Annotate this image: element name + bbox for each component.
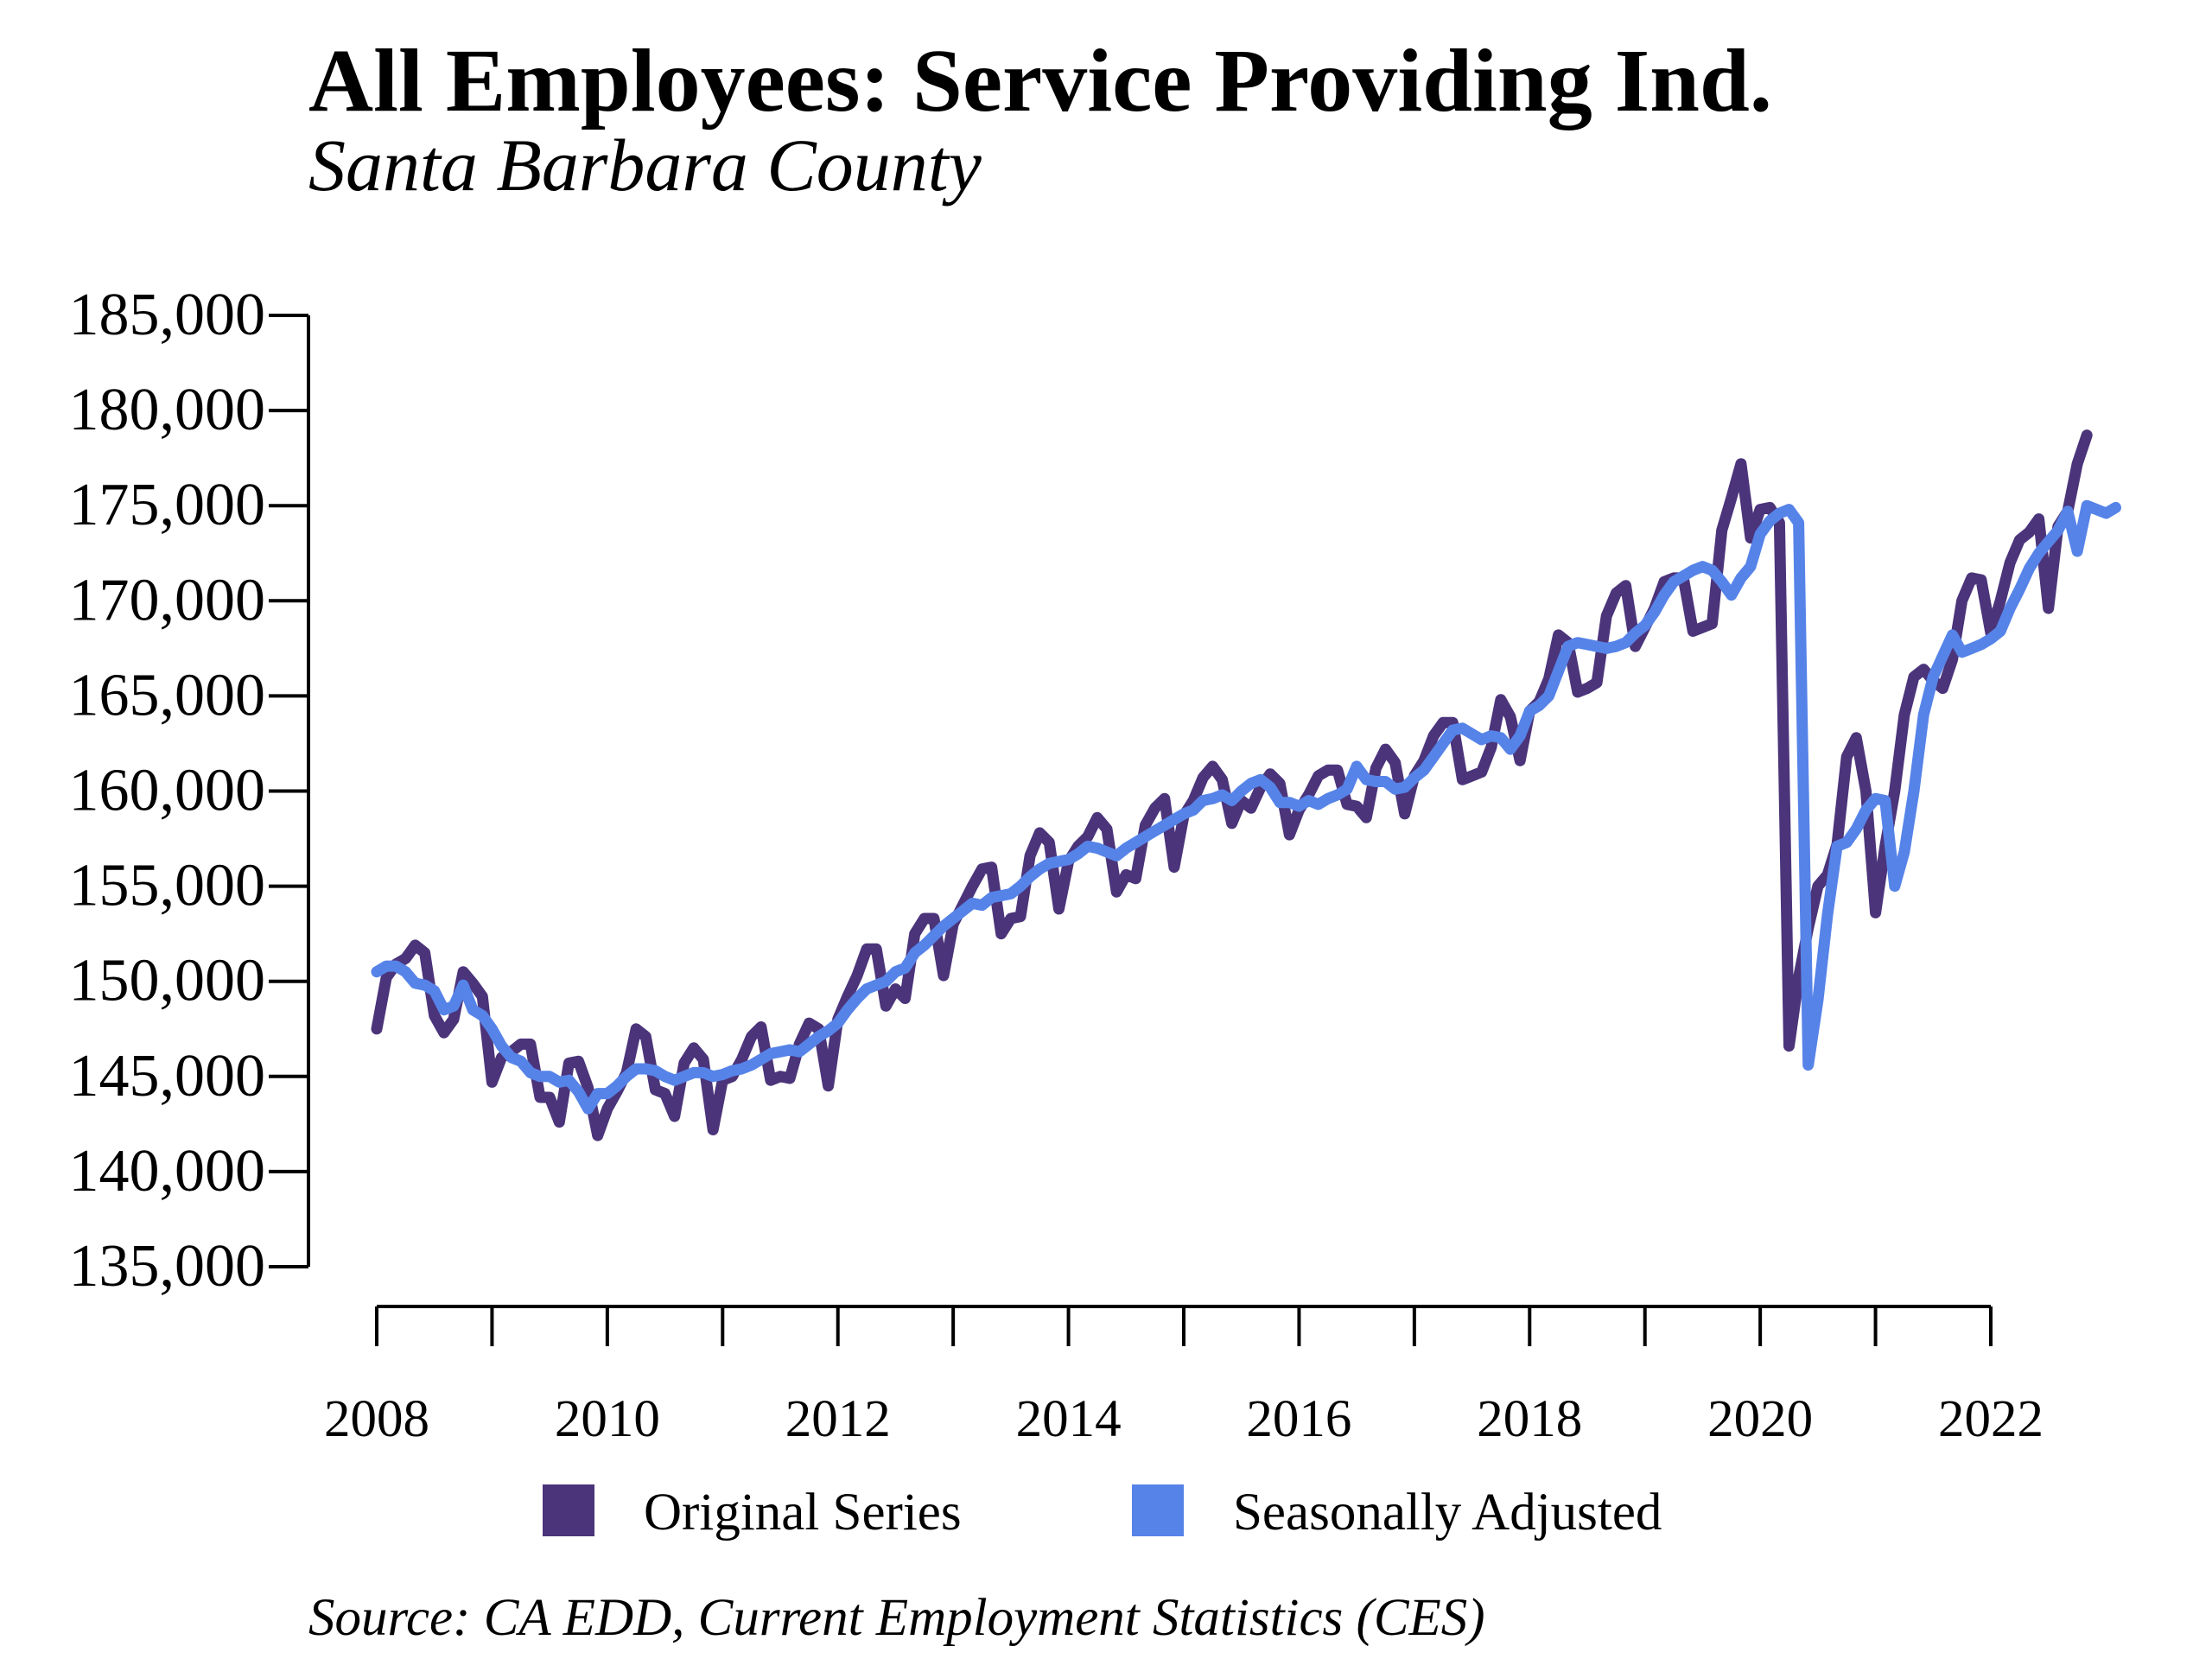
source-note: Source: CA EDD, Current Employment Stati… [308,1589,1485,1647]
seasonally-adjusted-line [371,499,2121,1115]
y-tick-label: 175,000 [69,472,266,538]
x-tick-label: 2016 [1246,1390,1351,1448]
x-tick-label: 2022 [1938,1390,2044,1448]
x-tick-label: 2020 [1707,1390,1813,1448]
y-tick-label: 185,000 [69,282,266,348]
chart-title: All Employees: Service Providing Ind. [308,31,1772,130]
legend-original-series-swatch [543,1484,594,1536]
y-tick-label: 180,000 [69,377,266,443]
x-axis: 2008 2010 2012 2014 2016 2018 2020 2022 [324,1305,2044,1448]
y-tick-label: 160,000 [69,758,266,824]
x-tick-label: 2008 [324,1390,429,1448]
y-tick-label: 170,000 [69,567,266,633]
y-tick-label: 140,000 [69,1138,266,1205]
y-tick-label: 135,000 [69,1233,266,1300]
y-tick-label: 165,000 [69,662,266,728]
legend-seasonally-adjusted-swatch [1132,1484,1184,1536]
legend-seasonally-adjusted-label: Seasonally Adjusted [1233,1484,1662,1541]
x-tick-label: 2018 [1477,1390,1582,1448]
legend: Original Series Seasonally Adjusted [543,1484,1662,1541]
x-tick-label: 2010 [555,1390,660,1448]
x-tick-label: 2012 [785,1390,891,1448]
y-tick-label: 155,000 [69,853,266,919]
y-tick-label: 150,000 [69,948,266,1014]
original-series-line [371,429,2093,1141]
x-tick-label: 2014 [1016,1390,1122,1448]
legend-original-series-label: Original Series [644,1484,962,1541]
y-axis: 135,000 140,000 145,000 150,000 155,000 160,0… [69,282,310,1300]
chart-subtitle: Santa Barbara County [308,124,982,207]
series-layer [371,429,2121,1141]
y-tick-label: 145,000 [69,1043,266,1109]
